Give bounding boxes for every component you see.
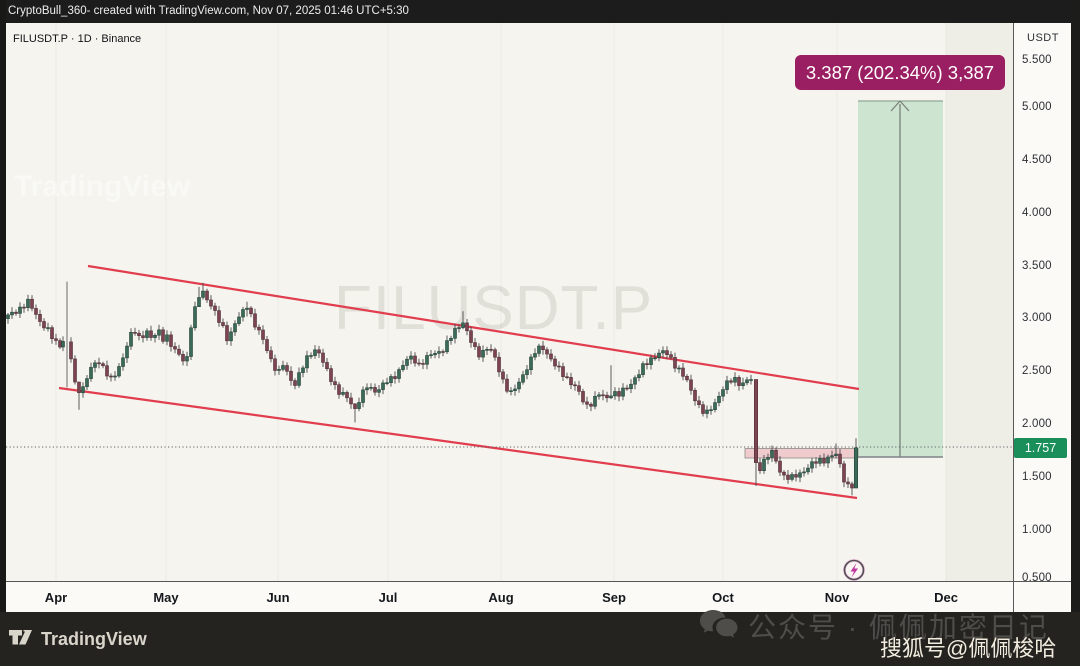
- svg-text:TradingView: TradingView: [14, 170, 191, 203]
- svg-text:FILUSDT.P: FILUSDT.P: [334, 274, 653, 343]
